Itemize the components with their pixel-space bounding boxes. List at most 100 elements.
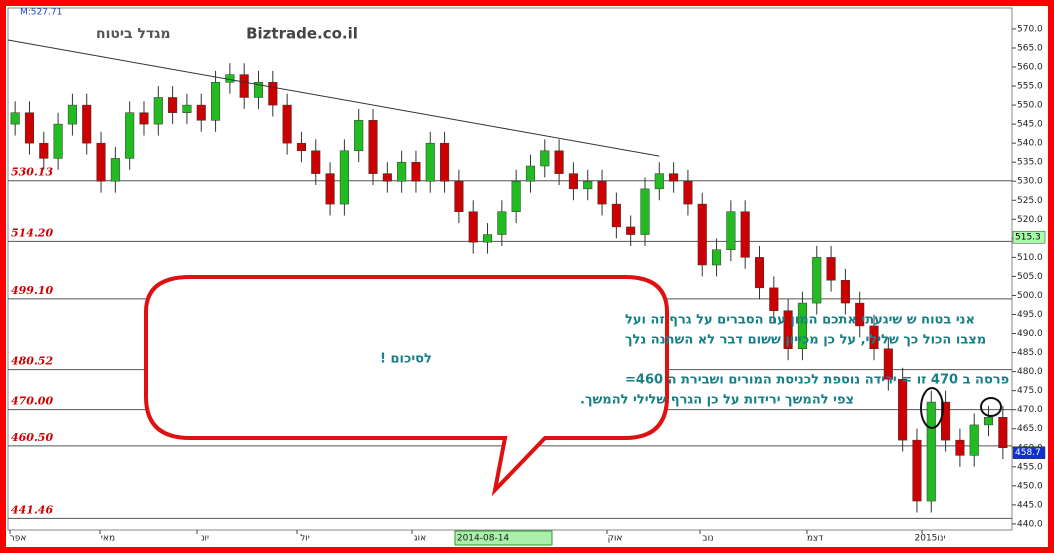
candle-body: [797, 302, 807, 350]
level-label: 460.50: [11, 431, 53, 444]
candle-body: [883, 348, 893, 380]
y-tick-label: 485.0: [1017, 348, 1043, 358]
candle-body: [354, 120, 364, 152]
highlight-ellipse: [920, 387, 944, 429]
candle-body: [726, 211, 736, 251]
candle-body: [583, 180, 593, 190]
candle-body: [82, 104, 92, 144]
candle-body: [912, 439, 922, 502]
y-tick-label: 555.0: [1017, 82, 1043, 92]
candle-body: [282, 104, 292, 144]
x-tick-label: אוק: [608, 534, 623, 544]
candle-body: [211, 81, 221, 121]
candle-body: [268, 81, 278, 106]
candle-body: [497, 211, 507, 235]
annotation-line: מצבו הכול כך שלילי, על כן מכייון ששום דב…: [625, 333, 986, 348]
candle-body: [626, 226, 636, 235]
y-tick-label: 490.0: [1017, 329, 1043, 339]
candle-body: [325, 173, 335, 205]
candle-body: [969, 424, 979, 456]
y-tick-label: 495.0: [1017, 310, 1043, 320]
y-tick-label: 500.0: [1017, 291, 1043, 301]
level-label: 470.00: [11, 395, 53, 408]
annotation-line: צפי להמשך ירידות על כן הגרף שלילי להמשך.: [580, 393, 854, 408]
y-tick-label: 525.0: [1017, 196, 1043, 206]
candle-body: [468, 211, 478, 243]
candle-body: [568, 173, 578, 190]
x-tick-label: 2015ינו: [915, 534, 946, 544]
candle-body: [110, 158, 120, 182]
y-tick-label: 550.0: [1017, 101, 1043, 111]
candle-body: [153, 97, 163, 125]
candle-body: [53, 123, 63, 159]
candle-body: [96, 142, 106, 182]
level-label: 530.13: [11, 166, 53, 179]
level-label: 499.10: [11, 284, 53, 297]
candle-body: [454, 180, 464, 212]
candle-body: [382, 173, 392, 182]
highlight-ellipse: [980, 397, 1002, 417]
candle-body: [239, 74, 249, 98]
candle-body: [39, 142, 49, 159]
candle-body: [998, 417, 1008, 449]
info-label: M:527.71: [20, 8, 62, 18]
annotation-line: לסיכום !: [380, 352, 432, 367]
candle-body: [540, 150, 550, 167]
candle-body: [654, 173, 664, 190]
level-label: 441.46: [11, 503, 53, 516]
candle-body: [182, 104, 192, 113]
candle-body: [397, 161, 407, 182]
y-tick-label: 565.0: [1017, 43, 1043, 53]
annotation-line: פרסה ב 470 זו = ירידה נוספת לכניסת המורי…: [625, 373, 1009, 388]
candle-body: [196, 104, 206, 121]
y-tick-label: 455.0: [1017, 462, 1043, 472]
candle-body: [669, 173, 679, 182]
candle-body: [640, 188, 650, 235]
candle-body: [168, 97, 178, 113]
y-tick-label: 570.0: [1017, 24, 1043, 34]
candle-body: [869, 325, 879, 350]
y-tick-label: 560.0: [1017, 63, 1043, 73]
trendline: [7, 39, 660, 157]
candle-body: [225, 74, 235, 83]
x-tick-label: מאי: [101, 534, 115, 544]
candle-body: [10, 112, 20, 125]
y-tick-label: 450.0: [1017, 481, 1043, 491]
y-tick-label: 530.0: [1017, 177, 1043, 187]
candle-body: [983, 417, 994, 426]
candle-body: [125, 112, 135, 159]
candle-body: [67, 104, 77, 125]
candle-body: [840, 279, 850, 304]
price-marker: [1012, 230, 1046, 244]
candle-body: [683, 180, 693, 205]
x-tick-label: נוב: [702, 534, 713, 544]
site-label: Biztrade.co.il: [246, 25, 358, 43]
candle-body: [611, 203, 621, 228]
candle-body: [783, 310, 793, 350]
candle-body: [24, 112, 35, 144]
price-marker-label: 515.3: [1015, 233, 1041, 243]
candle-body: [926, 401, 936, 502]
y-tick-label: 475.0: [1017, 386, 1043, 396]
y-tick-label: 465.0: [1017, 424, 1043, 434]
candle-body: [955, 439, 965, 456]
y-tick-label: 520.0: [1017, 215, 1043, 225]
candle-body: [754, 257, 765, 289]
candle-body: [597, 180, 607, 205]
level-label: 480.52: [11, 355, 53, 368]
candle-body: [253, 81, 264, 98]
x-tick-label: יונ: [201, 534, 209, 544]
x-tick-label: אפר: [10, 534, 27, 544]
candle-body: [826, 257, 836, 281]
candle-body: [697, 203, 707, 266]
candle-body: [296, 142, 306, 152]
candle-body: [712, 249, 722, 266]
price-marker: [1012, 446, 1046, 459]
candle-body: [311, 150, 321, 174]
chart-title: מגדל ביטוח: [96, 26, 171, 42]
candle-body: [440, 142, 450, 182]
candle-body: [898, 378, 908, 441]
candle-body: [769, 287, 779, 311]
y-tick-label: 535.0: [1017, 158, 1043, 168]
y-tick-label: 470.0: [1017, 405, 1043, 415]
